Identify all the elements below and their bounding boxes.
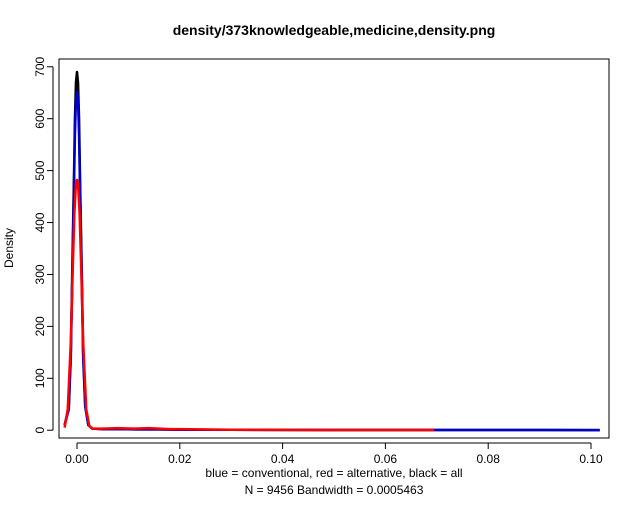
y-axis-label: Density <box>2 228 16 268</box>
x-axis-sublabel: N = 9456 Bandwidth = 0.0005463 <box>245 483 424 497</box>
y-axis: 0 100 200 300 400 500 600 700 <box>33 56 54 434</box>
y-tick-label: 500 <box>33 160 47 180</box>
x-axis-label: blue = conventional, red = alternative, … <box>205 466 462 480</box>
y-tick-label: 600 <box>33 108 47 128</box>
y-tick-label: 300 <box>33 264 47 284</box>
y-tick-label: 400 <box>33 212 47 232</box>
density-curves <box>63 70 600 432</box>
chart-title: density/373knowledgeable,medicine,densit… <box>173 22 496 38</box>
x-tick-label: 0.08 <box>477 452 501 466</box>
plot-frame <box>58 58 610 439</box>
x-tick-label: 0.06 <box>374 452 398 466</box>
y-tick-label: 100 <box>33 368 47 388</box>
y-tick-label: 200 <box>33 316 47 336</box>
x-tick-label: 0.02 <box>168 452 192 466</box>
y-tick-label: 700 <box>33 56 47 76</box>
y-tick-label: 0 <box>33 427 47 434</box>
x-tick-label: 0.04 <box>271 452 295 466</box>
density-curve-conventional <box>63 90 600 432</box>
x-tick-label: 0.10 <box>579 452 603 466</box>
x-tick-label: 0.00 <box>65 452 89 466</box>
density-curve-alternative <box>63 178 435 432</box>
density-curve-all <box>63 70 600 432</box>
x-axis: 0.00 0.02 0.04 0.06 0.08 0.10 <box>65 442 603 466</box>
